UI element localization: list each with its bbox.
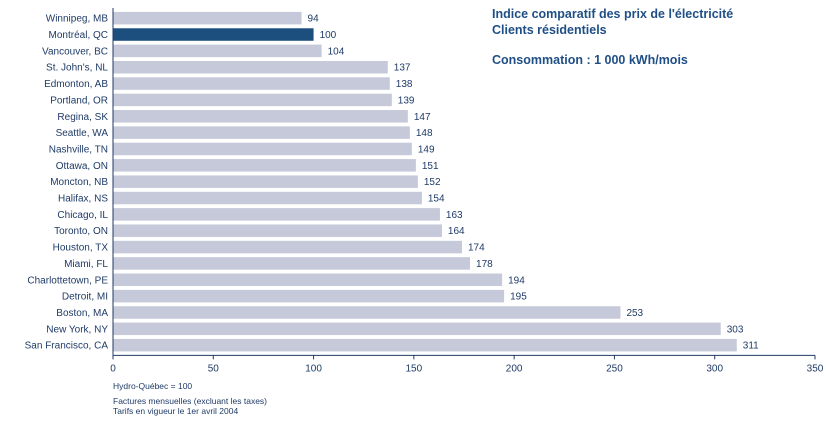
value-label: 174	[468, 243, 485, 254]
chart-annotation: Consommation : 1 000 kWh/mois	[492, 53, 688, 67]
category-label: Winnipeg, MB	[46, 14, 109, 25]
bar	[113, 322, 721, 336]
category-label: Regina, SK	[57, 112, 108, 123]
note-bills: Factures mensuelles (excluant les taxes)	[113, 396, 268, 406]
bar	[113, 126, 410, 139]
x-tick-label: 50	[208, 363, 220, 374]
x-tick-label: 300	[706, 363, 723, 374]
category-label: Moncton, NB	[50, 177, 108, 188]
note-rates: Tarifs en vigueur le 1er avril 2004	[113, 406, 239, 416]
category-label: Seattle, WA	[56, 128, 109, 139]
bar	[113, 159, 416, 172]
category-label: Portland, OR	[50, 95, 108, 106]
bar	[113, 208, 440, 221]
category-label: St. John's, NL	[46, 63, 108, 74]
x-axis-ticks: 0 50 100 150 200 250 300 350	[110, 355, 824, 374]
bar	[113, 44, 322, 58]
category-label: Miami, FL	[64, 259, 108, 270]
category-label: Nashville, TN	[49, 144, 108, 155]
category-label: Charlottetown, PE	[27, 275, 108, 286]
value-label: 148	[416, 128, 433, 139]
x-tick-label: 200	[506, 363, 523, 374]
value-label: 163	[446, 210, 463, 221]
value-label: 154	[428, 194, 445, 205]
chart-title: Indice comparatif des prix de l'électric…	[492, 7, 734, 21]
value-label: 164	[448, 226, 465, 237]
category-label: San Francisco, CA	[25, 341, 109, 352]
bars-group	[113, 11, 737, 352]
bar	[113, 60, 388, 74]
x-tick-label: 100	[305, 363, 322, 374]
value-label: 303	[727, 324, 744, 335]
category-label: New York, NY	[46, 324, 108, 335]
category-label: Edmonton, AB	[44, 79, 108, 90]
bar	[113, 77, 390, 90]
bar	[113, 306, 621, 319]
value-label: 194	[508, 275, 525, 286]
category-label: Boston, MA	[56, 308, 108, 319]
category-label: Toronto, ON	[54, 226, 108, 237]
category-label: Vancouver, BC	[42, 46, 108, 57]
note-baseline: Hydro-Québec = 100	[113, 381, 193, 391]
value-label: 104	[328, 46, 345, 57]
value-label: 94	[308, 14, 320, 25]
bar	[113, 11, 302, 25]
value-label: 311	[743, 341, 759, 352]
bar	[113, 110, 408, 123]
x-tick-label: 250	[606, 363, 623, 374]
category-label: Detroit, MI	[62, 292, 108, 303]
value-label: 149	[418, 144, 435, 155]
bar	[113, 273, 503, 287]
bar	[113, 191, 422, 205]
x-tick-label: 350	[807, 363, 824, 374]
value-label: 138	[396, 79, 413, 90]
bar	[113, 142, 412, 156]
value-label: 253	[626, 308, 643, 319]
chart-subtitle: Clients résidentiels	[492, 23, 607, 37]
x-tick-label: 150	[406, 363, 423, 374]
x-tick-label: 0	[110, 363, 116, 374]
bar	[113, 93, 392, 107]
category-label: Chicago, IL	[57, 210, 108, 221]
bar	[113, 240, 462, 254]
category-label: Houston, TX	[53, 243, 109, 254]
value-label: 147	[414, 112, 431, 123]
value-label: 178	[476, 259, 493, 270]
bar	[113, 289, 505, 303]
value-label: 195	[510, 292, 527, 303]
value-label: 100	[320, 30, 337, 41]
title-block: Indice comparatif des prix de l'électric…	[492, 6, 733, 68]
category-label: Montréal, QC	[49, 30, 108, 41]
footnotes: Hydro-Québec = 100 Factures mensuelles (…	[113, 381, 267, 416]
value-label: 152	[424, 177, 441, 188]
category-label: Ottawa, ON	[56, 161, 108, 172]
value-label: 151	[422, 161, 439, 172]
category-label: Halifax, NS	[58, 194, 108, 205]
bar	[113, 257, 471, 270]
bar	[113, 224, 442, 237]
bar	[113, 28, 314, 41]
value-label: 137	[394, 63, 411, 74]
category-labels: Winnipeg, MB Montréal, QC Vancouver, BC St.…	[25, 14, 109, 352]
bar	[113, 338, 737, 352]
value-label: 139	[398, 95, 415, 106]
bar	[113, 175, 418, 188]
